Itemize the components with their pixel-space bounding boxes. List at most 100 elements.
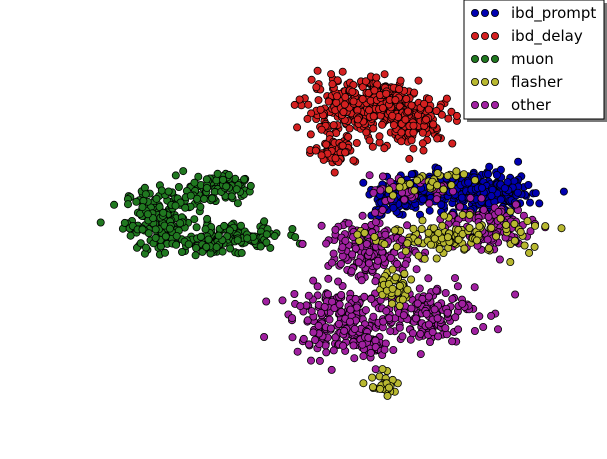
data-point [381, 230, 390, 239]
data-point [511, 200, 520, 209]
data-point [358, 95, 367, 104]
data-point [380, 345, 389, 354]
data-point [313, 66, 322, 75]
data-point [304, 100, 313, 109]
data-point [424, 292, 433, 301]
data-point [388, 111, 397, 120]
data-point [136, 239, 145, 248]
legend-marker [480, 8, 489, 17]
data-point [151, 225, 160, 234]
data-point [156, 242, 165, 251]
data-point [181, 203, 190, 212]
data-point [403, 239, 412, 248]
data-point [227, 192, 236, 201]
data-point [352, 138, 361, 147]
data-point [382, 307, 391, 316]
data-point [510, 219, 519, 228]
data-point [410, 186, 419, 195]
legend-entry-muon: muon [470, 50, 554, 68]
data-point [390, 226, 399, 235]
data-point [378, 104, 387, 113]
data-point [524, 180, 533, 189]
data-point [196, 202, 205, 211]
data-point [322, 140, 331, 149]
legend-marker [470, 32, 479, 41]
data-point [368, 142, 377, 151]
scatter-points [96, 66, 568, 400]
data-point [426, 240, 435, 249]
data-point [330, 168, 339, 177]
data-point [525, 248, 534, 257]
data-point [407, 101, 416, 110]
data-point [435, 244, 444, 253]
data-point [266, 243, 275, 252]
data-point [351, 294, 360, 303]
data-point [365, 247, 374, 256]
data-point [433, 169, 442, 178]
data-point [152, 194, 161, 203]
data-point [350, 324, 359, 333]
data-point [141, 190, 150, 199]
data-point [400, 269, 409, 278]
data-point [460, 244, 469, 253]
data-point [371, 218, 380, 227]
data-point [455, 202, 464, 211]
data-point [407, 170, 416, 179]
data-point [443, 308, 452, 317]
data-point [425, 199, 434, 208]
data-point [434, 332, 443, 341]
legend-entry-other: other [470, 96, 552, 114]
data-point [361, 77, 370, 86]
legend-label: muon [511, 50, 554, 68]
data-point [110, 200, 119, 209]
data-point [324, 274, 333, 283]
data-point [214, 231, 223, 240]
legend-marker [490, 101, 499, 110]
data-point [290, 289, 299, 298]
data-point [494, 207, 503, 216]
data-point [366, 348, 375, 357]
data-point [260, 332, 269, 341]
data-point [220, 221, 229, 230]
data-point [303, 114, 312, 123]
data-point [369, 112, 378, 121]
data-point [327, 70, 336, 79]
series-ibd-delay [290, 66, 461, 177]
data-point [331, 154, 340, 163]
data-point [218, 175, 227, 184]
data-point [526, 198, 535, 207]
data-point [233, 236, 242, 245]
data-point [141, 243, 150, 252]
legend-marker [490, 78, 499, 87]
data-point [472, 236, 481, 245]
data-point [143, 210, 152, 219]
data-point [520, 241, 529, 250]
data-point [316, 308, 325, 317]
data-point [357, 276, 366, 285]
data-point [484, 212, 493, 221]
data-point [303, 316, 312, 325]
data-point [416, 329, 425, 338]
data-point [260, 217, 269, 226]
data-point [376, 384, 385, 393]
data-point [138, 225, 147, 234]
data-point [380, 240, 389, 249]
data-point [369, 124, 378, 133]
data-point [405, 154, 414, 163]
data-point [432, 106, 441, 115]
data-point [398, 332, 407, 341]
data-point [433, 314, 442, 323]
data-point [432, 195, 441, 204]
data-point [233, 199, 242, 208]
data-point [317, 151, 326, 160]
data-point [429, 224, 438, 233]
data-point [368, 383, 377, 392]
data-point [492, 170, 501, 179]
data-point [349, 97, 358, 106]
data-point [262, 238, 271, 247]
data-point [340, 326, 349, 335]
data-point [557, 224, 566, 233]
legend-marker [470, 101, 479, 110]
data-point [338, 141, 347, 150]
